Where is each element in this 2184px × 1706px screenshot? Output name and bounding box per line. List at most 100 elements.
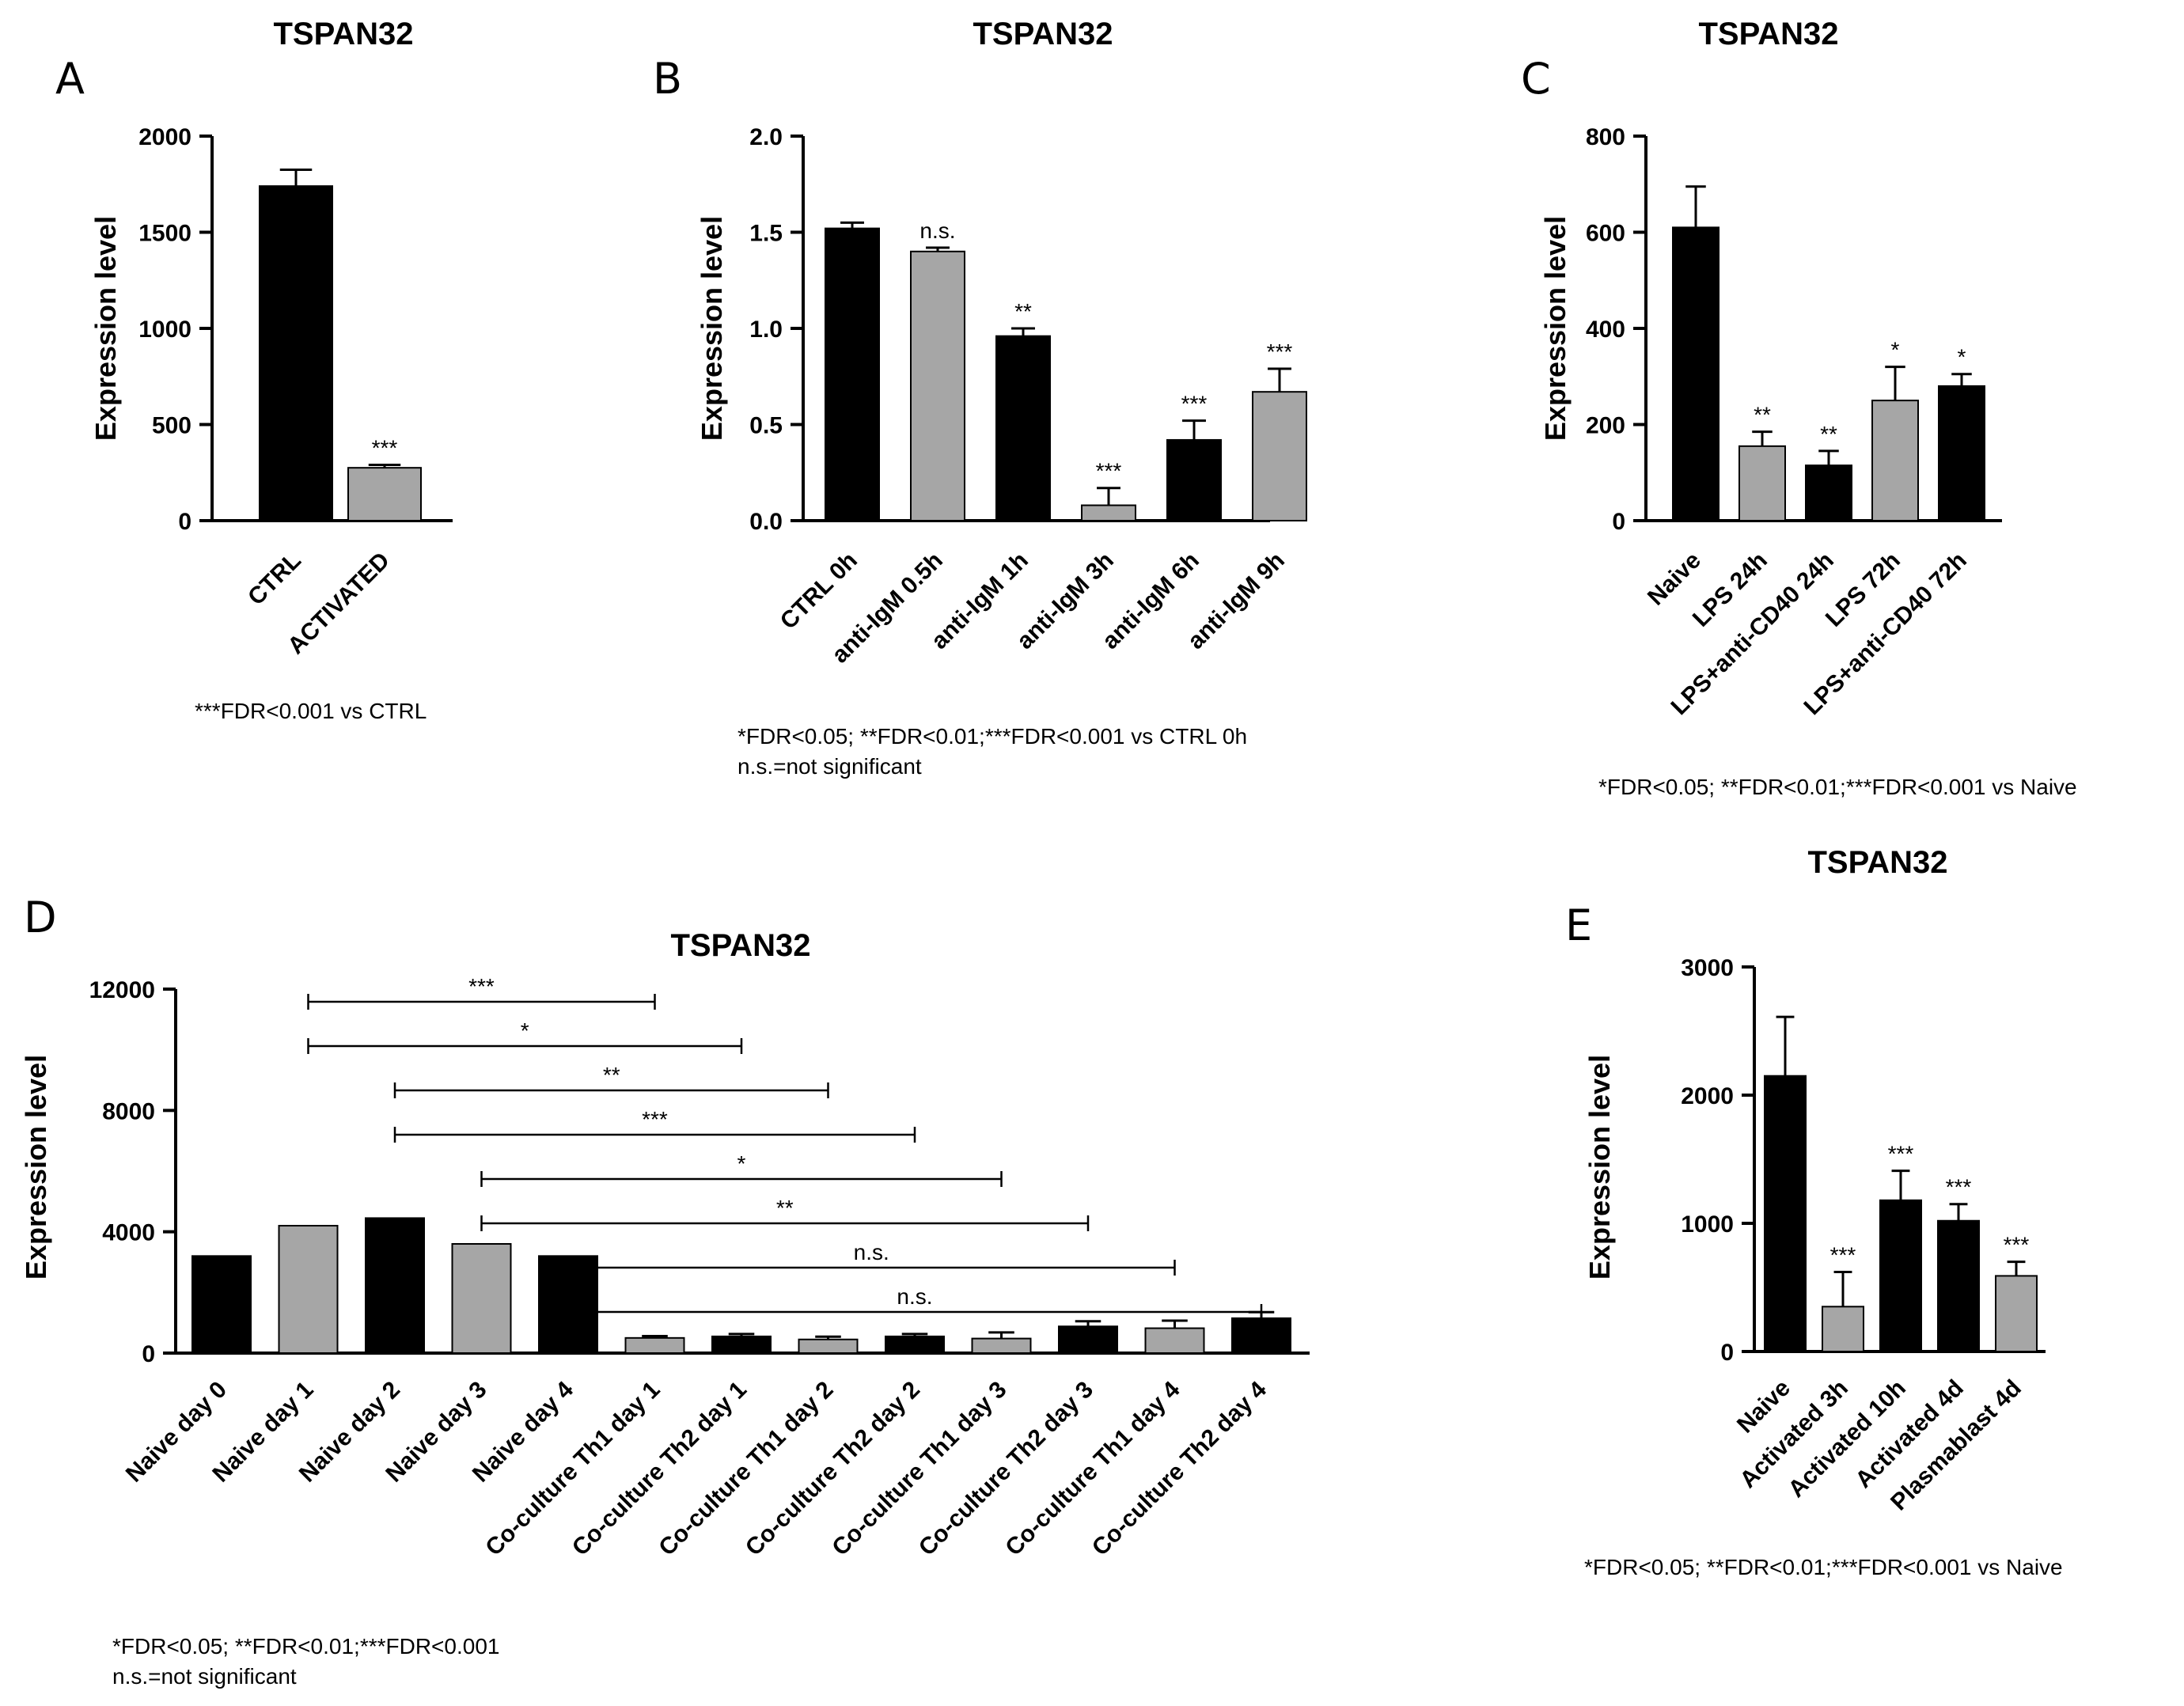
panel-e-footnote-1: *FDR<0.05; **FDR<0.01;***FDR<0.001 vs Na…: [1584, 1555, 2063, 1579]
panel-a-ytick-label-3: 1500: [138, 221, 191, 247]
panel-e-bar-3: [1937, 1219, 1980, 1353]
panel-d-bar-11: [1144, 1327, 1205, 1354]
panel-a-significance-1: ***: [372, 436, 398, 461]
panel-d-comparison-label-1: *: [521, 1018, 529, 1043]
panel-e-significance-4: ***: [2004, 1233, 2030, 1257]
panel-d-bar-10: [1058, 1325, 1118, 1355]
panel-d-bar-9: [971, 1337, 1032, 1354]
panel-d-ytick-label-0: 0: [142, 1341, 155, 1367]
panel-e-ylabel: Expression level: [1583, 1055, 1616, 1280]
panel-c-ytick-label-0: 0: [1612, 509, 1625, 535]
panel-a-ytick-label-2: 1000: [138, 317, 191, 343]
panel-a-footnote-1: ***FDR<0.001 vs CTRL: [195, 699, 427, 723]
panel-a-category-label-0: CTRL: [243, 548, 306, 611]
panel-c-category-label-0: Naive: [1643, 548, 1706, 611]
panel-d-bar-3: [451, 1243, 512, 1354]
panel-c-significance-4: *: [1958, 345, 1966, 370]
panel-d-category-label-11: Co-culture Th1 day 4: [1000, 1376, 1185, 1560]
panel-d-comparison-label-6: n.s.: [854, 1240, 889, 1264]
panel-b-bar-2: [995, 335, 1051, 521]
panel-a-ytick-label-4: 2000: [138, 124, 191, 150]
panel-c-ytick-label-1: 200: [1586, 413, 1625, 439]
panel-b-ytick-label-4: 2.0: [749, 124, 783, 150]
panel-c-bar-2: [1805, 464, 1852, 522]
panel-c-ytick-label-2: 400: [1586, 317, 1625, 343]
panel-d-ytick-label-3: 12000: [89, 977, 155, 1003]
panel-c-significance-3: *: [1891, 338, 1900, 362]
panel-d-ytick-label-1: 4000: [102, 1220, 155, 1246]
panel-e-letter: E: [1565, 900, 1592, 950]
panel-d-comparison-label-7: n.s.: [897, 1284, 932, 1309]
panel-b-significance-5: ***: [1267, 339, 1293, 364]
panel-d-title: TSPAN32: [670, 928, 810, 963]
panel-d-letter: D: [24, 893, 57, 942]
panel-d-bar-1: [278, 1225, 339, 1354]
panel-e-bar-1: [1822, 1306, 1864, 1353]
panel-e-ytick-label-2: 2000: [1681, 1083, 1734, 1109]
panel-c-bar-3: [1871, 400, 1919, 521]
panel-c-bar-1: [1738, 445, 1786, 522]
panel-b-title: TSPAN32: [973, 17, 1113, 51]
panel-e-significance-1: ***: [1830, 1243, 1856, 1268]
panel-b-bar-1: [910, 250, 965, 521]
panel-d-category-label-7: Co-culture Th1 day 2: [654, 1377, 838, 1561]
panel-b-significance-4: ***: [1181, 392, 1208, 416]
panel-d-category-label-8: Co-culture Th2 day 2: [741, 1377, 925, 1561]
panel-e-ytick-label-1: 1000: [1681, 1211, 1734, 1238]
panel-b-bar-0: [825, 227, 880, 521]
panel-e: TSPAN32 E Expression level 0 1000 2000 3000…: [1565, 845, 2063, 1579]
panel-d-footnote-2: n.s.=not significant: [112, 1664, 297, 1689]
panel-d-bar-6: [711, 1335, 772, 1354]
panel-e-bar-4: [1995, 1275, 2038, 1353]
panel-b-significance-2: **: [1014, 299, 1032, 324]
panel-d-comparison-label-4: *: [737, 1151, 746, 1176]
panel-c-bar-4: [1938, 385, 1985, 521]
panel-d-comparison-label-3: ***: [642, 1107, 668, 1132]
panel-e-bar-2: [1879, 1199, 1922, 1352]
panel-b-letter: B: [653, 54, 682, 104]
panel-b-ytick-label-1: 0.5: [749, 413, 783, 439]
panel-a-ytick-label-1: 500: [152, 413, 191, 439]
panel-c-significance-2: **: [1820, 422, 1837, 446]
panel-d-ylabel: Expression level: [20, 1055, 52, 1280]
panel-c-ytick-label-4: 800: [1586, 124, 1625, 150]
panel-c-significance-1: **: [1754, 403, 1771, 427]
panel-e-title: TSPAN32: [1807, 845, 1947, 880]
panel-b-category-label-0: CTRL 0h: [775, 548, 863, 635]
panel-c-footnote-1: *FDR<0.05; **FDR<0.01;***FDR<0.001 vs Na…: [1598, 775, 2077, 799]
panel-b-footnote-2: n.s.=not significant: [737, 754, 922, 779]
panel-a-letter: A: [55, 54, 85, 104]
panel-e-significance-2: ***: [1888, 1142, 1914, 1166]
panel-d-category-label-10: Co-culture Th2 day 3: [914, 1377, 1098, 1561]
panel-a-ylabel: Expression level: [89, 216, 122, 441]
panel-d-category-label-6: Co-culture Th2 day 1: [567, 1377, 752, 1561]
panel-b-ytick-label-2: 1.0: [749, 317, 783, 343]
panel-b-ytick-label-0: 0.0: [749, 509, 783, 535]
panel-b-significance-1: n.s.: [919, 218, 955, 243]
panel-d-category-label-12: Co-culture Th2 day 4: [1087, 1376, 1272, 1560]
panel-b-ylabel: Expression level: [696, 216, 728, 441]
panel-b-significance-3: ***: [1096, 459, 1122, 483]
panel-b-ytick-label-3: 1.5: [749, 221, 783, 247]
panel-d-ytick-label-2: 8000: [102, 1098, 155, 1124]
panel-a-ytick-label-0: 0: [178, 509, 191, 535]
panel-c-bar-0: [1672, 226, 1720, 521]
panel-a-title: TSPAN32: [273, 17, 413, 51]
panel-b: TSPAN32 B Expression level 0.0 0.5 1.0 1.5 2…: [653, 17, 1307, 779]
panel-d-bar-12: [1231, 1317, 1291, 1354]
panel-c-letter: C: [1521, 54, 1551, 104]
panel-d-bar-0: [191, 1255, 252, 1355]
panel-c-ylabel: Expression level: [1539, 216, 1572, 441]
panel-b-bar-5: [1252, 391, 1307, 521]
panel-c: TSPAN32 C Expression level 0 200 400 600 800…: [1521, 17, 2077, 799]
panel-d-bar-5: [624, 1336, 685, 1355]
panel-b-bar-4: [1166, 438, 1222, 521]
panel-e-ytick-label-0: 0: [1720, 1340, 1734, 1366]
panel-d-bar-8: [885, 1335, 945, 1354]
panel-c-ytick-label-3: 600: [1586, 221, 1625, 247]
